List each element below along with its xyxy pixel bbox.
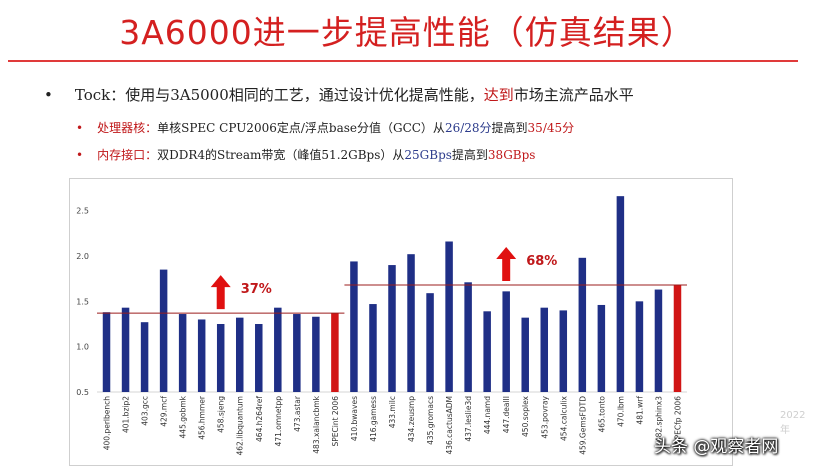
sub2-to: 38GBps — [487, 148, 536, 162]
sub2-key: 内存接口： — [97, 148, 158, 162]
x-tick-label: 454.calculix — [559, 395, 568, 441]
bar — [445, 241, 453, 392]
bar — [483, 311, 491, 392]
bar — [159, 269, 168, 392]
x-tick-label: 403.gcc — [141, 396, 150, 426]
bar — [502, 291, 510, 392]
x-tick-label: 458.sjeng — [217, 396, 226, 433]
sub-bullet-processor: • 处理器核：单核SPEC CPU2006定点/浮点base分值（GCC）从26/… — [76, 119, 574, 136]
bar — [426, 293, 434, 392]
sub-bullet-dot: • — [76, 148, 84, 162]
x-tick-label: 429.mcf — [160, 396, 169, 427]
bar — [597, 304, 606, 392]
x-tick-label: 459.GemsFDTD — [578, 396, 587, 455]
improvement-label: 68% — [526, 254, 557, 269]
x-tick-label: 481.wrf — [635, 396, 644, 425]
bar — [216, 324, 225, 392]
watermark-year: 2022年 — [780, 410, 806, 436]
bar — [255, 324, 263, 392]
x-tick-label: 410.bwaves — [350, 396, 359, 441]
x-tick-label: 434.zeusmp — [407, 396, 416, 442]
sub1-key: 处理器核： — [97, 121, 158, 135]
bar — [274, 307, 282, 392]
x-tick-label: 482.sphinx3 — [654, 396, 663, 442]
watermark: 头条 @观察者网 — [654, 437, 779, 457]
x-tick-label: 401.bzip2 — [122, 396, 131, 433]
bullet-highlight: 达到 — [483, 86, 514, 104]
title-divider — [8, 60, 798, 62]
x-tick-label: 444.namd — [483, 396, 492, 434]
x-tick-label: 483.xalancbmk — [312, 395, 321, 453]
bar — [312, 316, 320, 392]
up-arrow-icon — [496, 247, 517, 282]
bar — [464, 282, 472, 392]
sub1-to: 35/45分 — [527, 121, 575, 135]
sub-bullet-dot: • — [76, 121, 84, 135]
bullet-dot: • — [44, 86, 53, 104]
x-tick-label: 470.lbm — [616, 396, 625, 427]
bar-summary — [331, 313, 339, 392]
bullet-suffix: 市场主流产品水平 — [513, 86, 634, 104]
y-tick-label: 1.0 — [76, 343, 89, 352]
x-tick-label: SPECint 2006 — [331, 396, 340, 447]
y-tick-label: 0.5 — [76, 388, 89, 397]
x-tick-label: 456.hmmer — [198, 395, 207, 440]
y-tick-label: 2.5 — [76, 207, 89, 216]
bar — [540, 307, 549, 392]
sub2-text2: 提高到 — [451, 148, 488, 162]
x-tick-label: 447.dealII — [502, 396, 511, 433]
x-tick-label: 462.libquantum — [236, 396, 245, 456]
sub2-text1: 双DDR4的Stream带宽（峰值51.2GBps）从 — [157, 148, 405, 162]
bar — [559, 310, 568, 392]
sub1-text2: 提高到 — [491, 121, 528, 135]
sub1-text1: 单核SPEC CPU2006定点/浮点base分值（GCC）从 — [157, 121, 445, 135]
x-tick-label: 437.leslie3d — [464, 396, 473, 442]
x-tick-label: 445.gobmk — [179, 395, 188, 438]
bar — [578, 257, 587, 392]
x-tick-label: 473.astar — [293, 395, 302, 432]
bar — [369, 304, 377, 392]
x-tick-label: 453.povray — [540, 395, 549, 438]
page-title: 3A6000进一步提高性能（仿真结果） — [119, 13, 695, 52]
y-tick-label: 1.5 — [76, 297, 89, 306]
main-bullet: • Tock：使用与3A5000相同的工艺，通过设计优化提高性能，达到市场主流产品… — [44, 84, 634, 105]
x-tick-label: 465.tonto — [597, 396, 606, 433]
x-tick-label: 435.gromacs — [426, 396, 435, 445]
sub1-from: 26/28分 — [444, 121, 492, 135]
bar — [293, 314, 301, 392]
bar — [407, 254, 415, 392]
bar — [102, 312, 111, 392]
bar — [635, 301, 644, 392]
x-tick-label: SPECfp 2006 — [673, 396, 682, 444]
spec-bar-chart: 0.5 1.0 1.5 2.0 2.5 400.perlbench 401.bzip2 403… — [69, 178, 733, 466]
y-tick-label: 2.0 — [76, 252, 89, 261]
x-tick-label: 450.soplex — [521, 395, 530, 437]
bar — [388, 265, 396, 392]
x-tick-label: 464.h264ref — [255, 396, 264, 442]
x-tick-label: 400.perlbench — [103, 396, 112, 450]
x-tick-label: 436.cactusADM — [445, 396, 454, 455]
bar — [350, 261, 358, 392]
bar — [178, 314, 187, 392]
improvement-label: 37% — [241, 282, 272, 297]
bar — [140, 322, 149, 392]
sub2-from: 25GBps — [404, 148, 452, 162]
bar — [121, 307, 130, 392]
sub-bullet-memory: • 内存接口：双DDR4的Stream带宽（峰值51.2GBps）从25GBps提… — [76, 146, 535, 163]
x-tick-label: 416.gamess — [369, 396, 378, 442]
bar — [235, 317, 244, 392]
up-arrow-icon — [210, 275, 231, 310]
bar — [197, 319, 206, 392]
bar — [521, 317, 529, 392]
x-tick-label: 433.milc — [388, 396, 397, 428]
bar — [654, 289, 663, 392]
bar-summary — [673, 285, 682, 392]
bullet-prefix: Tock：使用与3A5000相同的工艺，通过设计优化提高性能， — [74, 86, 484, 104]
bar — [616, 196, 625, 392]
chart-frame — [69, 178, 733, 466]
x-tick-label: 471.omnetpp — [274, 396, 283, 447]
